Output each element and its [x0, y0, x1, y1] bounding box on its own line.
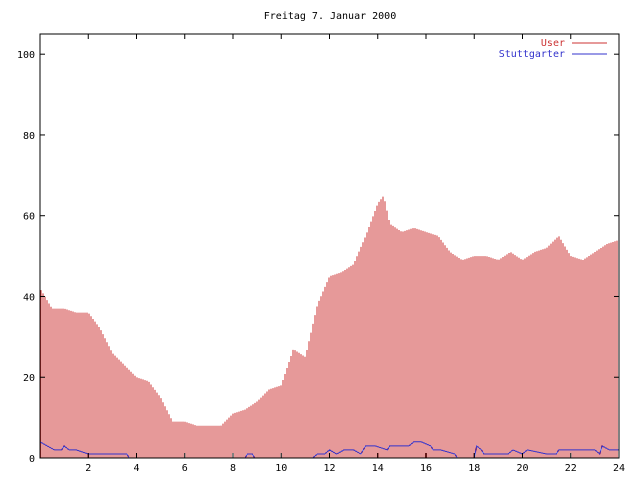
x-tick-label: 20: [516, 463, 528, 474]
x-tick-label: 4: [133, 463, 139, 474]
x-tick-label: 10: [275, 463, 287, 474]
x-tick-label: 22: [565, 463, 577, 474]
user-bars: [40, 196, 618, 458]
legend-label: Stuttgarter: [499, 49, 565, 60]
stuttgarter-line: [39, 441, 619, 459]
x-tick-label: 8: [230, 463, 236, 474]
x-tick-label: 2: [85, 463, 91, 474]
y-tick-label: 0: [29, 454, 35, 465]
y-tick-label: 40: [23, 292, 35, 303]
stuttgarter-series: [39, 441, 619, 459]
y-tick-label: 60: [23, 212, 35, 223]
x-tick-label: 16: [420, 463, 432, 474]
x-tick-label: 14: [372, 463, 384, 474]
y-tick-label: 20: [23, 373, 35, 384]
y-tick-label: 80: [23, 131, 35, 142]
y-tick-label: 100: [17, 50, 35, 61]
x-tick-label: 18: [468, 463, 480, 474]
x-tick-label: 6: [182, 463, 188, 474]
x-tick-label: 12: [323, 463, 335, 474]
x-tick-label: 24: [613, 463, 625, 474]
legend-label: User: [541, 38, 565, 49]
chart-title: Freitag 7. Januar 2000: [264, 11, 396, 22]
